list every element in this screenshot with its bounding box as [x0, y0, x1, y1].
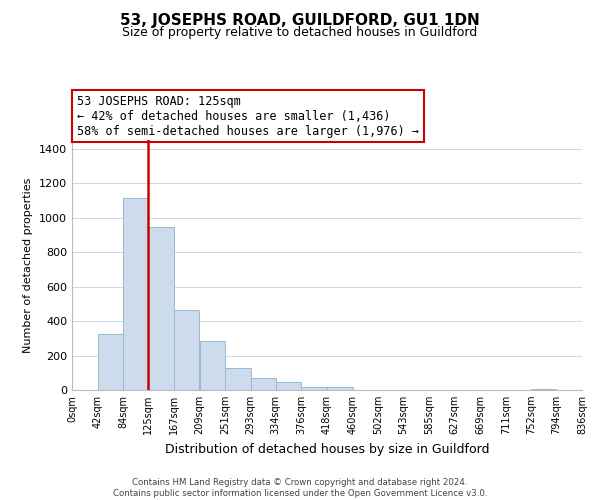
Text: 53, JOSEPHS ROAD, GUILDFORD, GU1 1DN: 53, JOSEPHS ROAD, GUILDFORD, GU1 1DN [120, 12, 480, 28]
Bar [276, 382, 301, 390]
Bar [174, 310, 199, 390]
Bar [123, 198, 148, 390]
Bar [148, 227, 174, 390]
Bar [251, 378, 276, 390]
Text: 53 JOSEPHS ROAD: 125sqm
← 42% of detached houses are smaller (1,436)
58% of semi: 53 JOSEPHS ROAD: 125sqm ← 42% of detache… [77, 94, 419, 138]
Bar [98, 334, 123, 390]
Bar [199, 341, 225, 390]
Bar [225, 368, 251, 390]
Y-axis label: Number of detached properties: Number of detached properties [23, 178, 34, 352]
Bar [327, 386, 353, 390]
Text: Size of property relative to detached houses in Guildford: Size of property relative to detached ho… [122, 26, 478, 39]
Text: Contains HM Land Registry data © Crown copyright and database right 2024.
Contai: Contains HM Land Registry data © Crown c… [113, 478, 487, 498]
Bar [301, 387, 327, 390]
Bar [531, 389, 556, 390]
X-axis label: Distribution of detached houses by size in Guildford: Distribution of detached houses by size … [165, 442, 489, 456]
